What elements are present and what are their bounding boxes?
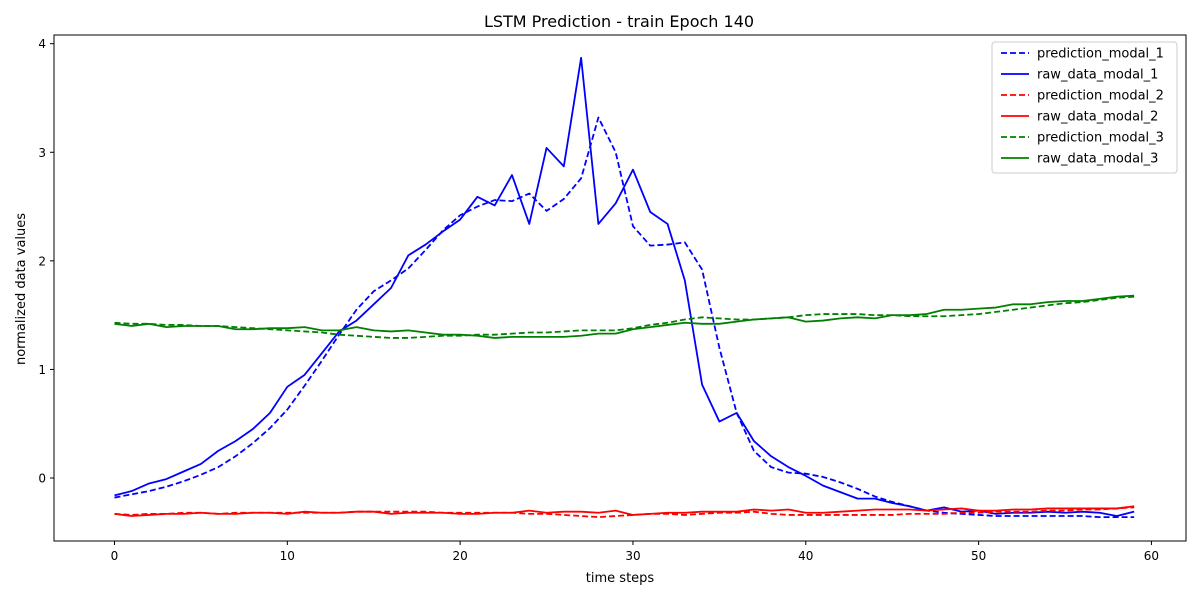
series-line-prediction-modal-3: [114, 295, 1135, 339]
series-line-raw-data-modal-3: [114, 294, 1135, 339]
plot-frame: [53, 34, 1187, 542]
x-tick-label: 40: [798, 549, 813, 563]
y-tick-label: 2: [38, 254, 46, 268]
plot-series-group: [114, 56, 1135, 519]
series-line-raw-data-modal-1: [114, 56, 1135, 517]
y-tick-label: 3: [38, 146, 46, 160]
legend-box: [991, 41, 1178, 174]
y-axis-label: normalized data values: [14, 213, 29, 365]
x-tick-label: 0: [111, 549, 119, 563]
chart-title: LSTM Prediction - train Epoch 140: [484, 12, 754, 31]
series-line-prediction-modal-2: [114, 506, 1135, 519]
series-line-prediction-modal-1: [114, 116, 1135, 519]
y-axis-ticks: 0 1 2 3 4: [38, 37, 54, 486]
y-tick-label: 1: [38, 363, 46, 377]
y-tick-label: 4: [38, 37, 46, 51]
legend-label-prediction-modal-1: prediction_modal_1: [1037, 47, 1164, 62]
legend-label-raw-data-modal-3: raw_data_modal_3: [1037, 152, 1158, 167]
chart-legend: prediction_modal_1 raw_data_modal_1predic…: [991, 41, 1178, 174]
x-tick-label: 50: [971, 549, 986, 563]
legend-label-prediction-modal-3: prediction_modal_3: [1037, 131, 1164, 146]
series-line-raw-data-modal-2: [114, 505, 1135, 517]
x-axis-label: time steps: [586, 571, 655, 586]
legend-label-raw-data-modal-1: raw_data_modal_1: [1037, 68, 1158, 83]
x-axis-ticks: 0 10 20 30 40 50 60: [111, 541, 1159, 563]
legend-label-prediction-modal-2: prediction_modal_2: [1037, 89, 1164, 104]
x-tick-label: 30: [625, 549, 640, 563]
x-tick-label: 20: [452, 549, 467, 563]
legend-label-raw-data-modal-2: raw_data_modal_2: [1037, 110, 1158, 125]
x-tick-label: 10: [280, 549, 295, 563]
y-tick-label: 0: [38, 472, 46, 486]
x-tick-label: 60: [1144, 549, 1159, 563]
